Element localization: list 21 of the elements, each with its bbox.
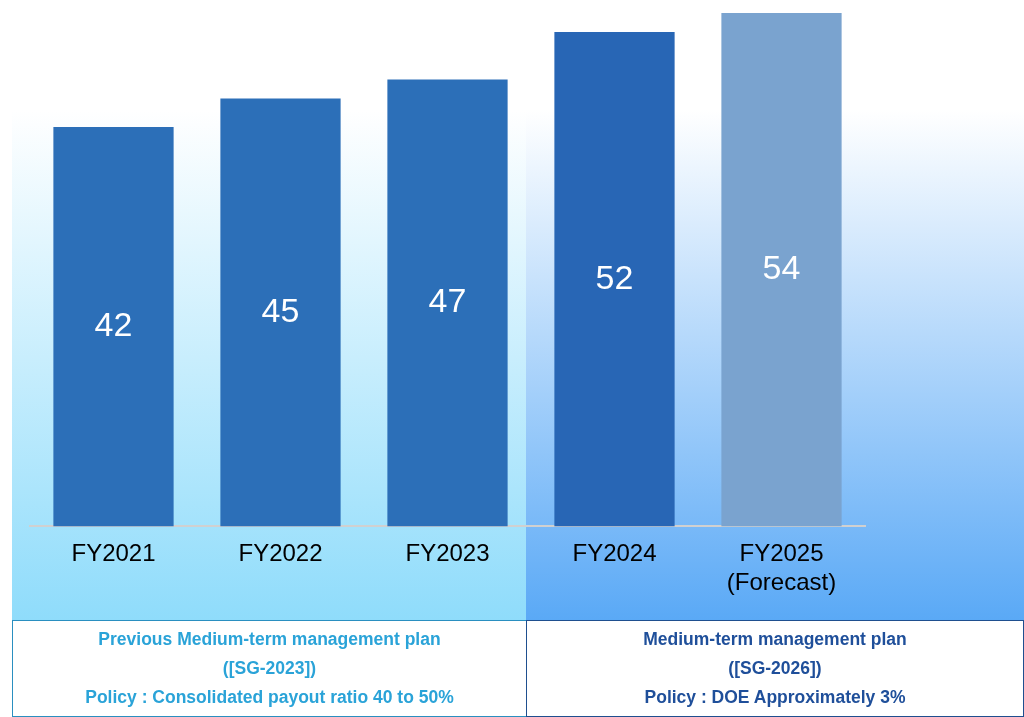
text: Policy : Consolidated payout ratio 40 to 50% [84,686,455,709]
bar [387,79,508,527]
data-label: 42 [94,305,133,344]
bar [554,32,675,527]
x-tick-label: FY2021 [71,539,156,567]
data-label: 45 [261,290,300,329]
data-label: 54 [762,248,801,287]
bar [220,98,341,527]
text: ([SG-2026]) [727,657,823,680]
data-label: 52 [595,257,634,296]
x-tick-label: FY2024 [572,539,657,567]
text: ([SG-2023]) [221,657,318,680]
text: Previous Medium-term management plan [97,628,442,651]
text: Policy : DOE Approximately 3% [643,686,907,709]
bar [721,13,842,527]
x-tick-label: FY2025 (Forecast) [726,539,837,596]
x-tick-label: FY2022 [238,539,323,567]
text: Medium-term management plan [642,628,908,651]
bar [53,127,174,527]
x-tick-label: FY2023 [405,539,490,567]
data-label: 47 [428,281,467,320]
